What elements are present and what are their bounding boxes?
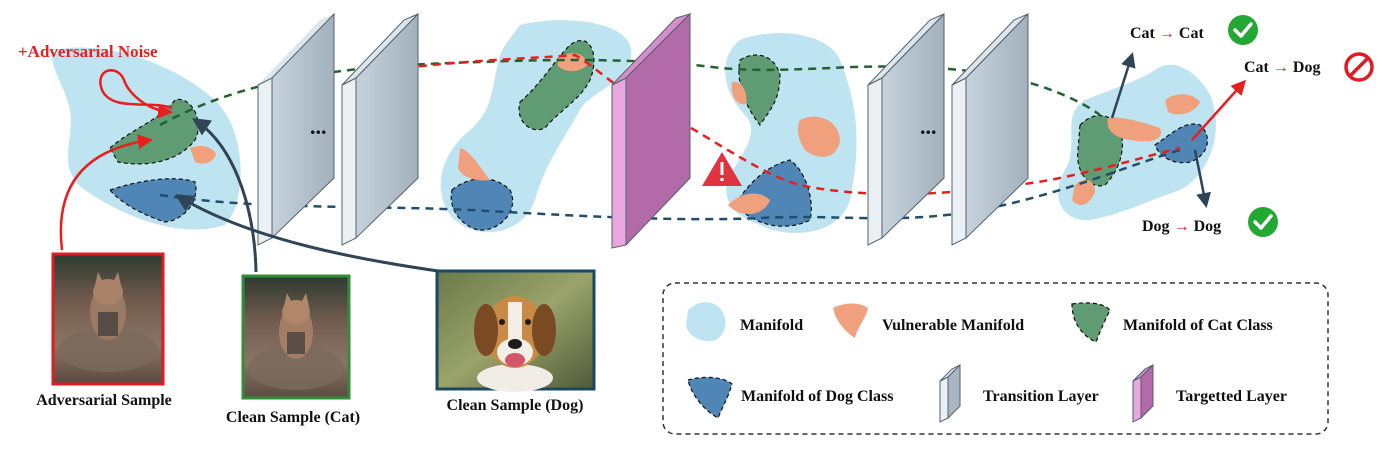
- pred-arrow: →: [1273, 59, 1289, 76]
- svg-text:Cat → Dog: Cat → Dog: [1244, 59, 1320, 76]
- pred-from: Dog: [1142, 218, 1170, 235]
- dog-output-arrow: [1193, 149, 1212, 208]
- adversarial-input-arrow: [59, 134, 153, 251]
- adversarial-sample-caption: Adversarial Sample: [36, 392, 172, 409]
- prohibited-icon: [1344, 52, 1374, 82]
- targetted-layer: [611, 12, 692, 249]
- ellipsis-1: ...: [310, 114, 327, 139]
- attack-output-arrow: [1191, 79, 1247, 141]
- legend-frame: [662, 282, 1329, 435]
- cat-class-swatch: [1071, 302, 1111, 343]
- dog-class-swatch: [687, 376, 733, 419]
- vulnerable-region: [190, 146, 216, 164]
- manifold-stage-2: [440, 20, 632, 233]
- legend-targetted-label: Targetted Layer: [1176, 388, 1287, 405]
- vulnerable-region: [1072, 179, 1095, 206]
- pred-arrow: →: [1159, 25, 1175, 42]
- check-icon: [1228, 15, 1258, 45]
- pred-from: Cat: [1244, 59, 1270, 76]
- clean-cat-image: [241, 274, 351, 400]
- cat-output-arrow: [1110, 52, 1136, 119]
- svg-text:Cat → Cat: Cat → Cat: [1130, 25, 1204, 42]
- check-icon: [1248, 207, 1278, 237]
- clean-dog-caption: Clean Sample (Dog): [446, 397, 584, 414]
- legend-item-dog-class: Manifold of Dog Class: [687, 376, 893, 419]
- legend-item-transition: Transition Layer: [939, 363, 1099, 423]
- transition-layer-2: [341, 12, 419, 246]
- legend-dog-class-label: Manifold of Dog Class: [741, 388, 893, 405]
- input-manifold: [52, 47, 241, 230]
- transition-swatch: [947, 363, 961, 420]
- adversarial-sample-image: [51, 252, 165, 386]
- transition-layer-4: [951, 12, 1029, 246]
- warning-icon: [702, 152, 742, 186]
- legend-vulnerable-label: Vulnerable Manifold: [882, 317, 1024, 334]
- legend-manifold-label: Manifold: [740, 317, 803, 334]
- manifold-stage-3: [725, 32, 857, 233]
- ellipsis-2: ...: [920, 114, 937, 139]
- adversarial-trajectory: [404, 53, 1181, 196]
- legend: Manifold Vulnerable Manifold Manifold of…: [662, 282, 1329, 435]
- clean-dog-image: [435, 269, 596, 392]
- legend-item-cat-class: Manifold of Cat Class: [1071, 302, 1273, 343]
- legend-item-targetted: Targetted Layer: [1132, 363, 1287, 423]
- legend-transition-label: Transition Layer: [983, 388, 1099, 405]
- transition-layer-3: [867, 12, 945, 246]
- dog-class-region: [1154, 123, 1208, 164]
- vulnerable-swatch: [833, 303, 868, 338]
- vulnerable-region: [731, 81, 747, 105]
- clean-cat-arrow: [192, 118, 258, 273]
- targetted-swatch: [1140, 363, 1154, 420]
- pred-to: Dog: [1293, 59, 1321, 76]
- svg-text:Dog → Dog: Dog → Dog: [1142, 218, 1221, 235]
- vulnerable-region: [558, 53, 588, 72]
- dog-class-region: [108, 178, 197, 223]
- noise-loop-arrow: [99, 69, 173, 119]
- vulnerable-region: [797, 116, 840, 157]
- manifold-swatch: [686, 302, 726, 342]
- pred-from: Cat: [1130, 25, 1156, 42]
- pred-to: Dog: [1194, 218, 1222, 235]
- legend-cat-class-label: Manifold of Cat Class: [1123, 317, 1273, 334]
- pred-arrow: →: [1174, 218, 1190, 235]
- adversarial-noise-label: +Adversarial Noise: [18, 42, 158, 61]
- vulnerable-region: [458, 148, 490, 181]
- vulnerable-region: [1165, 94, 1200, 115]
- pred-to: Cat: [1179, 25, 1205, 42]
- legend-item-manifold: Manifold: [686, 302, 803, 342]
- prediction-cat-cat: Cat → Cat: [1130, 15, 1258, 45]
- prediction-cat-dog: Cat → Dog: [1244, 52, 1374, 82]
- vulnerable-region: [728, 193, 770, 215]
- vulnerable-region: [1107, 117, 1161, 142]
- prediction-dog-dog: Dog → Dog: [1142, 207, 1278, 237]
- output-manifold: [1058, 64, 1216, 221]
- clean-cat-caption: Clean Sample (Cat): [225, 409, 361, 426]
- transition-layer-1: [257, 12, 335, 246]
- legend-item-vulnerable: Vulnerable Manifold: [833, 303, 1024, 338]
- clean-dog-arrow: [174, 194, 446, 274]
